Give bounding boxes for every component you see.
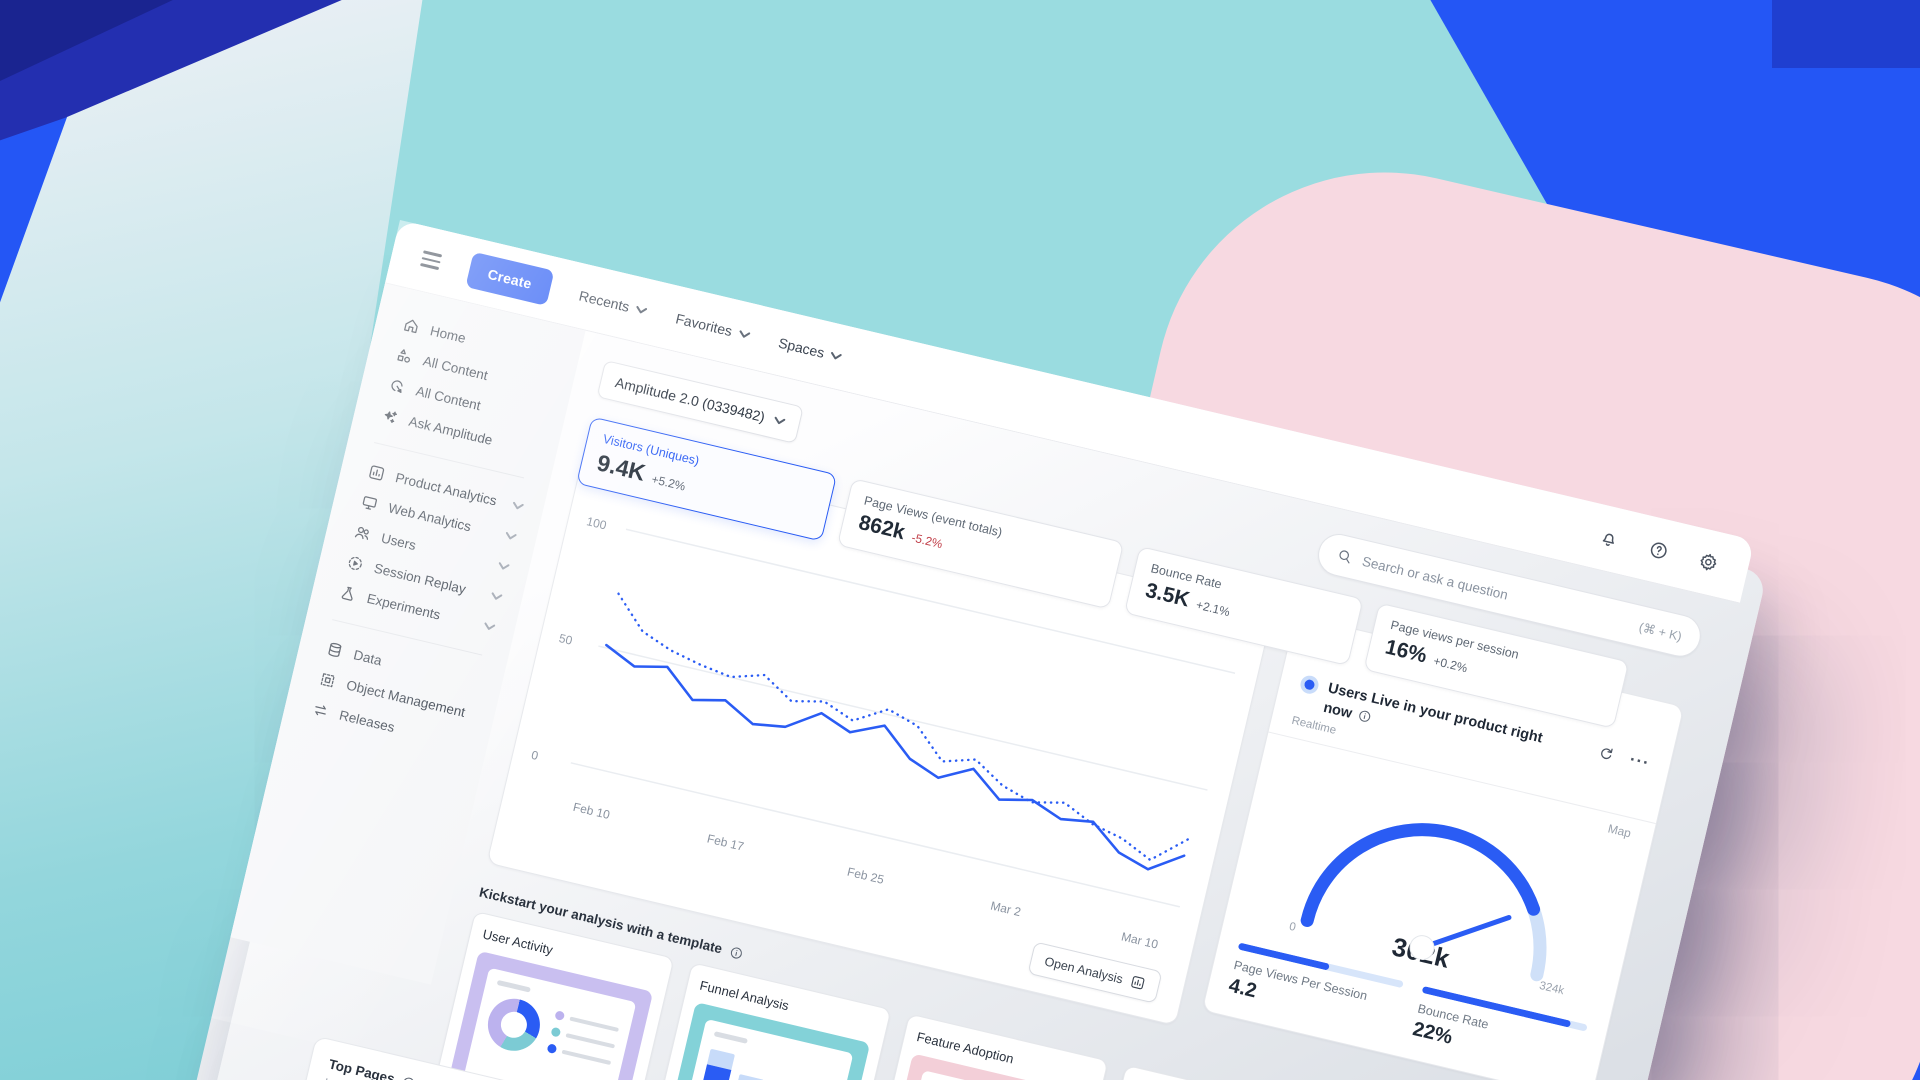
y-axis-tick: 50 (557, 631, 574, 648)
y-axis-tick: 100 (585, 514, 608, 533)
x-axis-tick: Feb 25 (845, 864, 886, 887)
kpi-value: 9.4K (594, 449, 648, 486)
more-options-icon[interactable]: ··· (1627, 749, 1652, 773)
help-icon[interactable] (1646, 538, 1671, 563)
chevron-down-icon[interactable] (497, 562, 510, 571)
click-target-icon (386, 375, 408, 397)
settings-gear-icon[interactable] (1695, 549, 1720, 574)
info-icon[interactable] (401, 1074, 418, 1080)
chevron-down-icon (739, 329, 751, 338)
open-analysis-label: Open Analysis (1043, 953, 1125, 986)
sidebar-item-label: Home (428, 323, 468, 347)
info-icon[interactable] (1356, 707, 1373, 724)
database-icon (324, 639, 346, 661)
bar-chart-icon (365, 462, 387, 484)
sparkles-icon (379, 406, 401, 428)
realtime-panel-header: Users Live in your product right now ··· (1294, 673, 1652, 793)
nav-spaces[interactable]: Spaces (777, 335, 844, 365)
kpi-delta: +0.2% (1432, 653, 1469, 676)
dashboard-window: Create Recents Favorites Spaces (142, 220, 1755, 1080)
gauge-needle (1419, 915, 1512, 951)
chevron-down-icon[interactable] (512, 501, 524, 511)
users-icon (351, 522, 373, 544)
x-axis-tick: Mar 10 (1119, 929, 1160, 952)
nav-recents-label: Recents (577, 287, 632, 315)
chevron-down-icon[interactable] (490, 592, 503, 601)
project-selector-label: Amplitude 2.0 (0339482) (613, 374, 767, 425)
flask-icon (337, 583, 359, 605)
search-shortcut: (⌘ + K) (1637, 619, 1684, 644)
chevron-down-icon[interactable] (483, 622, 496, 631)
sidebar-item-label: Users (379, 530, 418, 554)
live-users-gauge: 0 324k (1273, 767, 1602, 997)
funnel-bars-icon (694, 1045, 838, 1080)
branch-icon (309, 699, 331, 721)
kpi-value: 862k (856, 511, 908, 545)
y-axis-tick: 0 (529, 747, 540, 763)
x-axis-tick: Feb 17 (705, 831, 746, 854)
main-content: Amplitude 2.0 (0339482) Search or ask a … (279, 331, 1740, 1080)
x-axis-tick: Feb 10 (571, 799, 612, 823)
gauge-hub (1409, 935, 1435, 961)
chevron-down-icon[interactable] (505, 531, 517, 541)
kpi-delta: -5.2% (910, 530, 944, 552)
live-indicator-dot-icon (1298, 673, 1321, 696)
create-button[interactable]: Create (465, 251, 555, 306)
x-axis-tick: Mar 2 (989, 898, 1023, 920)
kpi-value: 3.5K (1143, 578, 1192, 612)
chevron-down-icon (831, 351, 843, 359)
realtime-users-panel: Users Live in your product right now ···… (1201, 614, 1685, 1080)
search-icon (1335, 547, 1354, 566)
nav-favorites[interactable]: Favorites (674, 310, 751, 343)
chevron-down-icon (775, 416, 786, 424)
app-body: Home All Content All Content Ask Amplitu… (142, 283, 1739, 1080)
object-grid-icon (316, 669, 338, 691)
chevron-down-icon (636, 305, 648, 313)
hamburger-menu-icon[interactable] (420, 250, 443, 270)
donut-chart-icon (482, 993, 546, 1057)
monitor-icon (358, 492, 380, 514)
shapes-icon (393, 345, 415, 367)
info-icon[interactable] (728, 944, 745, 961)
kpi-value: 16% (1382, 635, 1430, 668)
play-circle-icon (344, 552, 366, 574)
refresh-icon[interactable] (1596, 743, 1616, 763)
nav-spaces-label: Spaces (776, 334, 827, 361)
search-input[interactable]: Search or ask a question (⌘ + K) (1313, 529, 1705, 661)
content-row: 100 50 0 Feb 10 (486, 446, 1685, 1080)
home-icon (400, 315, 422, 337)
search-placeholder: Search or ask a question (1360, 553, 1510, 603)
background-notch-shape (1772, 0, 1920, 68)
nav-favorites-label: Favorites (674, 310, 734, 340)
sidebar-item-label: Data (352, 647, 384, 669)
top-pages-title: Top Pages (327, 1056, 397, 1080)
analysis-chart-icon (1131, 976, 1145, 990)
notifications-bell-icon[interactable] (1596, 526, 1621, 551)
gauge-svg (1300, 823, 1547, 982)
sidebar-item-label: Releases (337, 707, 397, 736)
kpi-delta: +2.1% (1194, 597, 1232, 620)
kpi-delta: +5.2% (650, 472, 687, 494)
open-analysis-button[interactable]: Open Analysis (1027, 941, 1163, 1004)
nav-recents[interactable]: Recents (577, 287, 648, 319)
